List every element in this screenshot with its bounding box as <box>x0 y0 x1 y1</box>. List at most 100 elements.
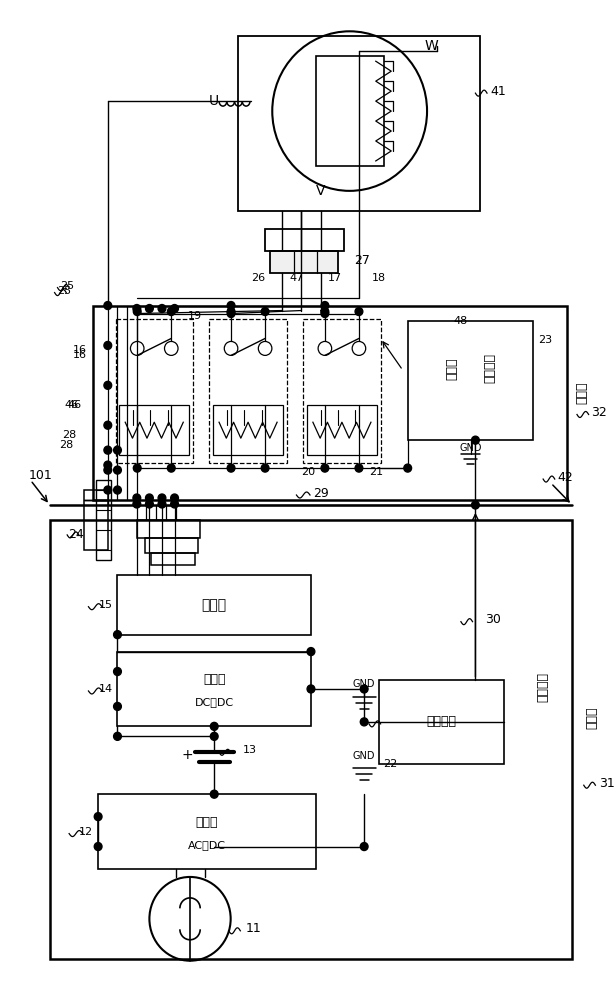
Circle shape <box>227 310 235 318</box>
Text: 23: 23 <box>538 335 553 345</box>
Circle shape <box>158 494 166 502</box>
Text: 转换器: 转换器 <box>196 816 218 829</box>
Circle shape <box>158 305 166 313</box>
Circle shape <box>113 668 121 676</box>
Text: 25: 25 <box>57 286 71 296</box>
Text: 31: 31 <box>599 777 615 790</box>
Text: 控制电路: 控制电路 <box>426 715 456 728</box>
Circle shape <box>261 464 269 472</box>
Circle shape <box>104 446 111 454</box>
Circle shape <box>227 464 235 472</box>
Circle shape <box>145 500 153 508</box>
Circle shape <box>133 305 140 313</box>
Circle shape <box>355 464 363 472</box>
Text: 41: 41 <box>490 85 506 98</box>
Bar <box>118 575 311 635</box>
Circle shape <box>104 381 111 389</box>
Circle shape <box>145 305 153 313</box>
Text: 28: 28 <box>63 430 77 440</box>
Circle shape <box>321 464 329 472</box>
Circle shape <box>210 722 218 730</box>
Circle shape <box>227 302 235 310</box>
Circle shape <box>227 308 235 316</box>
Circle shape <box>94 843 102 851</box>
Text: +: + <box>181 748 193 762</box>
Text: 28: 28 <box>59 440 73 450</box>
Text: 26: 26 <box>251 273 265 283</box>
Circle shape <box>113 466 121 474</box>
Circle shape <box>113 486 121 494</box>
Bar <box>120 405 189 455</box>
Text: GND: GND <box>353 679 375 689</box>
Text: W: W <box>425 39 439 53</box>
Circle shape <box>113 446 121 454</box>
Text: 12: 12 <box>79 827 93 837</box>
Circle shape <box>94 813 102 821</box>
Text: 22: 22 <box>384 759 398 769</box>
Bar <box>213 405 283 455</box>
Circle shape <box>472 501 479 509</box>
Text: 驱动电路: 驱动电路 <box>483 353 496 383</box>
Bar <box>238 36 480 211</box>
Circle shape <box>321 302 329 310</box>
Bar <box>303 319 381 463</box>
Text: 小基板: 小基板 <box>575 382 588 404</box>
Circle shape <box>171 494 179 502</box>
Circle shape <box>360 685 368 693</box>
Circle shape <box>104 466 111 474</box>
Circle shape <box>104 486 111 494</box>
Text: 驱动信号: 驱动信号 <box>537 672 549 702</box>
Text: 转换器: 转换器 <box>203 673 225 686</box>
Bar <box>50 520 572 959</box>
Bar <box>84 490 108 550</box>
Text: U: U <box>209 94 219 108</box>
Text: 15: 15 <box>99 600 113 610</box>
Bar <box>50 311 616 969</box>
Circle shape <box>321 310 329 318</box>
Bar <box>316 56 384 166</box>
Text: 25: 25 <box>60 281 74 291</box>
Text: V: V <box>316 184 325 198</box>
Text: 11: 11 <box>245 922 261 935</box>
Circle shape <box>113 702 121 710</box>
Bar <box>408 320 533 440</box>
Circle shape <box>360 718 368 726</box>
Text: 继电器: 继电器 <box>445 357 458 380</box>
Text: 46: 46 <box>68 400 82 410</box>
Circle shape <box>321 308 329 316</box>
Text: 101: 101 <box>28 469 52 482</box>
Circle shape <box>104 421 111 429</box>
Text: 32: 32 <box>591 406 607 419</box>
Bar <box>118 652 311 726</box>
Bar <box>152 553 195 565</box>
Text: 30: 30 <box>485 613 501 626</box>
Circle shape <box>355 308 363 316</box>
Circle shape <box>104 341 111 349</box>
Text: 13: 13 <box>243 745 257 755</box>
Bar <box>270 251 338 273</box>
Bar <box>209 319 287 463</box>
Circle shape <box>210 732 218 740</box>
Circle shape <box>261 308 269 316</box>
Circle shape <box>307 685 315 693</box>
Circle shape <box>104 461 111 469</box>
Circle shape <box>133 500 140 508</box>
Circle shape <box>145 494 153 502</box>
Circle shape <box>171 305 179 313</box>
Text: 21: 21 <box>369 467 383 477</box>
Circle shape <box>133 308 141 316</box>
Circle shape <box>168 464 175 472</box>
Text: 48: 48 <box>454 316 468 326</box>
Text: 19: 19 <box>188 311 202 321</box>
Circle shape <box>472 436 479 444</box>
Circle shape <box>158 500 166 508</box>
Circle shape <box>133 464 141 472</box>
Circle shape <box>133 494 140 502</box>
Text: 主基板: 主基板 <box>585 706 598 729</box>
Circle shape <box>113 732 121 740</box>
Bar <box>145 538 198 553</box>
Text: 29: 29 <box>313 487 328 500</box>
Text: DC／DC: DC／DC <box>195 697 234 707</box>
Circle shape <box>404 464 411 472</box>
Bar <box>307 405 377 455</box>
